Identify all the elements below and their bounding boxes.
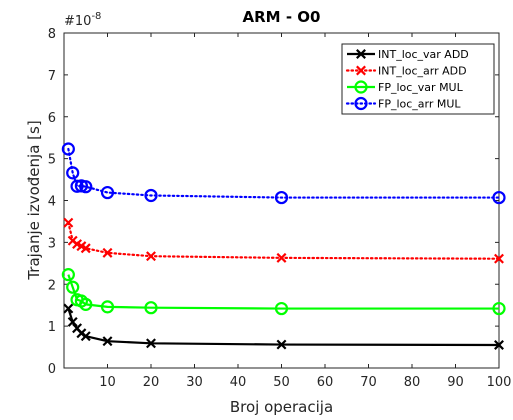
x-tick-label: 90 xyxy=(447,375,464,390)
data-point xyxy=(274,301,289,316)
y-tick-label: 5 xyxy=(48,153,56,168)
data-point xyxy=(61,268,75,282)
data-point xyxy=(67,316,78,327)
marker-stroke xyxy=(494,339,504,350)
legend-marker xyxy=(354,80,368,94)
data-point xyxy=(144,301,158,315)
marker-stroke xyxy=(356,49,366,59)
data-point xyxy=(70,179,84,193)
series-layer xyxy=(61,142,506,350)
marker-stroke xyxy=(102,247,113,258)
legend-marker xyxy=(356,49,366,59)
legend-entry: INT_loc_arr ADD xyxy=(345,65,467,78)
series-2 xyxy=(63,217,504,264)
y-tick-label: 8 xyxy=(48,27,56,42)
data-point xyxy=(63,217,74,228)
legend-entry: INT_loc_var ADD xyxy=(347,48,469,61)
y-tick-label: 6 xyxy=(48,111,56,126)
marker-stroke xyxy=(102,336,113,347)
data-point xyxy=(63,303,74,314)
data-point xyxy=(146,251,156,262)
legend-label: INT_loc_var ADD xyxy=(378,48,469,61)
legend-entry: FP_loc_var MUL xyxy=(347,80,464,94)
y-axis-label: Trajanje izvođenja [s] xyxy=(25,120,43,280)
y-tick-label: 1 xyxy=(48,320,56,335)
legend-label: FP_loc_arr MUL xyxy=(378,98,461,111)
y-tick-label: 3 xyxy=(48,236,56,251)
data-point xyxy=(274,190,289,205)
x-tick-label: 50 xyxy=(273,375,290,390)
data-point xyxy=(494,339,504,350)
x-tick-label: 40 xyxy=(230,375,247,390)
x-tick-label: 80 xyxy=(404,375,421,390)
chart-title: ARM - O0 xyxy=(243,8,321,26)
x-tick-label: 20 xyxy=(143,375,160,390)
data-point xyxy=(100,185,115,200)
y-exponent-label: #10-8 xyxy=(64,11,101,29)
marker-stroke xyxy=(146,251,156,262)
data-point xyxy=(100,300,115,314)
data-point xyxy=(102,336,113,347)
marker-stroke xyxy=(63,217,74,228)
legend: INT_loc_var ADD INT_loc_arr ADD FP_loc_var… xyxy=(341,43,495,115)
x-tick-label: 30 xyxy=(186,375,203,390)
data-point xyxy=(80,331,91,342)
marker-stroke xyxy=(63,303,74,314)
marker-stroke xyxy=(494,253,504,264)
data-point xyxy=(492,190,506,205)
x-tick-label: 60 xyxy=(317,375,334,390)
y-tick-label: 2 xyxy=(48,278,56,293)
data-point xyxy=(80,243,91,254)
axes: 10 20 30 40 50 60 70 80 90 100 0 1 2 3 4 5 6 7 8 xyxy=(48,27,512,390)
data-point xyxy=(66,280,80,294)
marker-stroke xyxy=(76,241,87,252)
marker-stroke xyxy=(146,338,156,349)
legend-marker xyxy=(356,65,366,76)
legend-label: INT_loc_arr ADD xyxy=(378,65,467,78)
data-point xyxy=(66,166,80,180)
marker-stroke xyxy=(72,239,83,250)
y-tick-label: 7 xyxy=(48,69,56,84)
legend-label: FP_loc_var MUL xyxy=(378,81,464,94)
marker-stroke xyxy=(80,331,91,342)
marker-stroke xyxy=(276,252,287,263)
data-point xyxy=(102,247,113,258)
marker-stroke xyxy=(276,339,287,350)
data-point xyxy=(276,339,287,350)
x-tick-label: 70 xyxy=(360,375,377,390)
x-tick-label: 100 xyxy=(487,375,512,390)
marker-stroke xyxy=(67,316,78,327)
marker-stroke xyxy=(80,243,91,254)
series-4 xyxy=(61,142,506,205)
data-point xyxy=(79,180,93,194)
data-point xyxy=(79,297,93,311)
y-exponent-base: #10 xyxy=(64,14,91,29)
marker-stroke xyxy=(356,65,366,76)
data-point xyxy=(146,338,156,349)
data-point xyxy=(61,142,75,156)
data-point xyxy=(492,301,506,316)
legend-entry: FP_loc_arr MUL xyxy=(345,96,461,111)
y-tick-label: 0 xyxy=(48,362,56,377)
data-point xyxy=(276,252,287,263)
y-exponent-power: -8 xyxy=(91,11,101,22)
data-point xyxy=(494,253,504,264)
data-point xyxy=(144,188,158,203)
marker-stroke xyxy=(72,323,83,334)
series-1 xyxy=(63,303,504,350)
legend-marker xyxy=(354,96,368,111)
series-3 xyxy=(61,268,506,316)
y-tick-label: 4 xyxy=(48,195,56,210)
x-tick-label: 10 xyxy=(99,375,116,390)
x-axis-label: Broj operacija xyxy=(230,398,333,416)
